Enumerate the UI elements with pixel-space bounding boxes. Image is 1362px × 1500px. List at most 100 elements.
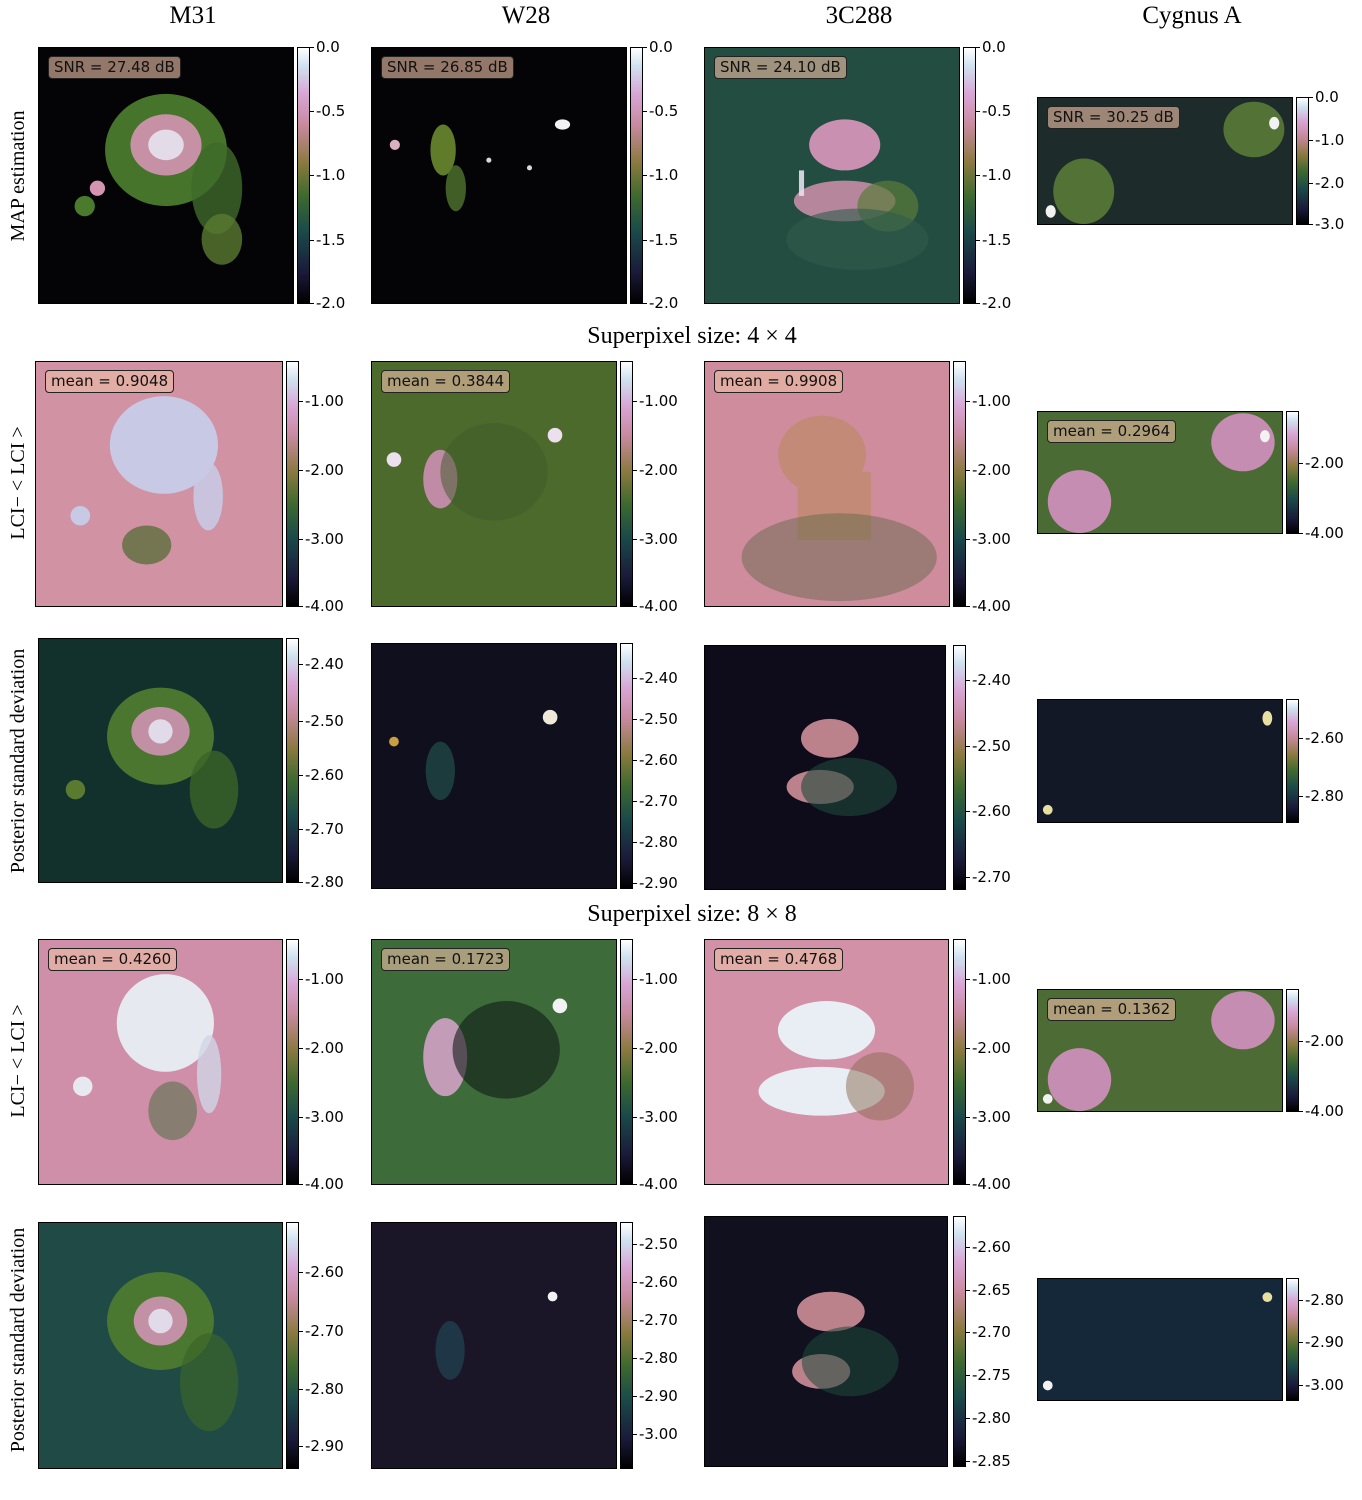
emission-region — [796, 1291, 865, 1332]
colorbar-tick — [298, 664, 303, 665]
emission-region — [445, 165, 466, 212]
colorbar-tick-label: -3.00 — [639, 1425, 678, 1443]
colorbar-tick — [298, 979, 303, 980]
emission-region — [435, 1321, 465, 1380]
colorbar-tick-label: -2.70 — [972, 868, 1011, 886]
colorbar-tick — [632, 1282, 637, 1283]
heatmap-image-std8-3c288 — [792, 1291, 899, 1397]
colorbar-tick-label: -2.50 — [972, 737, 1011, 755]
heatmap-image-map-w28 — [389, 119, 571, 212]
colorbar-tick — [965, 1290, 970, 1291]
row-label-std-4x4: Posterior standard deviation — [7, 648, 29, 874]
colorbar-tick-label: -1.0 — [316, 166, 346, 184]
colorbar-tick — [1298, 1300, 1303, 1301]
colorbar-tick-label: -2.90 — [639, 874, 678, 892]
colorbar-tick-label: -2.70 — [305, 1322, 344, 1340]
heatmap-panel-std4-cygnus-a — [1037, 699, 1283, 823]
colorbar-tick — [309, 47, 314, 48]
colorbar-tick-label: -4.00 — [972, 1175, 1011, 1193]
emission-region — [148, 1308, 173, 1334]
row-label-lci-8x8: LCI− < LCI > — [7, 1004, 29, 1118]
colorbar-tick-label: -2.90 — [639, 1387, 678, 1405]
emission-region — [547, 427, 563, 443]
colorbar-tick — [298, 721, 303, 722]
emission-region — [1211, 991, 1275, 1050]
heatmap-panel-std8-w28 — [371, 1222, 617, 1469]
colorbar-tick-label: -2.40 — [972, 671, 1011, 689]
emission-region — [389, 736, 399, 747]
heatmap-panel-std4-w28 — [371, 643, 617, 889]
colorbar-tick — [632, 979, 637, 980]
emission-region — [809, 119, 881, 171]
colorbar-tick-label: -1.00 — [305, 392, 344, 410]
colorbar-tick — [965, 811, 970, 812]
emission-region — [122, 525, 172, 565]
colorbar-tick — [632, 1184, 637, 1185]
colorbar-tick — [1298, 533, 1303, 534]
heatmap-image-lci4-3c288 — [741, 415, 937, 602]
emission-region — [1047, 1048, 1112, 1111]
colorbar-tick-label: -2.40 — [639, 669, 678, 687]
colorbar-tick — [975, 303, 980, 304]
row-label-map-estimation: MAP estimation — [7, 110, 29, 242]
heatmap-image-std8-w28 — [435, 1291, 558, 1380]
colorbar-tick-label: -2.00 — [305, 1039, 344, 1057]
colorbar-tick-label: -2.65 — [972, 1281, 1011, 1299]
colorbar-tick — [298, 539, 303, 540]
colorbar-tick — [965, 1117, 970, 1118]
colorbar-tick-label: -0.5 — [982, 102, 1012, 120]
colorbar-lci8-w28 — [620, 939, 633, 1185]
heatmap-panel-lci4-cygnus-a: mean = 0.2964 — [1037, 411, 1283, 534]
emission-region — [1053, 158, 1115, 224]
colorbar-tick — [642, 240, 647, 241]
heatmap-panel-lci8-3c288: mean = 0.4768 — [704, 939, 949, 1185]
emission-region — [797, 471, 871, 541]
colorbar-tick-label: -2.00 — [639, 461, 678, 479]
emission-region — [89, 180, 106, 196]
heatmap-image-lci8-3c288 — [758, 1001, 914, 1121]
colorbar-tick-label: 0.0 — [1315, 88, 1339, 106]
colorbar-tick — [298, 882, 303, 883]
heatmap-image-map-cygnus-a — [1045, 101, 1285, 224]
colorbar-tick-label: -2.80 — [972, 1409, 1011, 1427]
colorbar-tick — [309, 111, 314, 112]
colorbar-tick-label: -1.00 — [639, 392, 678, 410]
colorbar-tick — [298, 1446, 303, 1447]
colorbar-lci8-cygnus-a — [1286, 989, 1299, 1112]
emission-region — [109, 396, 219, 494]
colorbar-tick-label: -2.80 — [305, 873, 344, 891]
colorbar-tick-label: -2.0 — [649, 294, 679, 312]
colorbar-tick — [632, 719, 637, 720]
colorbar-tick — [965, 1418, 970, 1419]
colorbar-tick-label: 0.0 — [316, 38, 340, 56]
colorbar-tick-label: 0.0 — [649, 38, 673, 56]
colorbar-tick-label: -2.60 — [1305, 729, 1344, 747]
emission-region — [189, 750, 239, 829]
colorbar-tick-label: -1.0 — [649, 166, 679, 184]
colorbar-tick-label: -2.0 — [982, 294, 1012, 312]
heatmap-image-lci4-m31 — [70, 396, 223, 565]
colorbar-tick — [965, 1375, 970, 1376]
colorbar-tick — [965, 746, 970, 747]
colorbar-tick — [632, 801, 637, 802]
colorbar-tick-label: -1.00 — [972, 392, 1011, 410]
heatmap-image-lci4-cygnus-a — [1047, 413, 1275, 533]
colorbar-tick — [965, 1461, 970, 1462]
heatmap-image-std4-w28 — [389, 709, 558, 801]
colorbar-tick-label: -0.5 — [649, 102, 679, 120]
colorbar-tick — [298, 1184, 303, 1185]
emission-region — [1042, 804, 1053, 815]
colorbar-tick-label: -1.5 — [982, 231, 1012, 249]
heatmap-panel-map-m31: SNR = 27.48 dB — [38, 47, 294, 304]
emission-region — [801, 1326, 899, 1397]
section-title-superpixel-8x8: Superpixel size: 8 × 8 — [587, 901, 797, 927]
colorbar-tick-label: -2.50 — [305, 712, 344, 730]
colorbar-tick — [1298, 1111, 1303, 1112]
colorbar-tick — [309, 303, 314, 304]
metric-badge: mean = 0.9048 — [45, 370, 175, 393]
emission-region — [786, 208, 929, 270]
emission-region — [191, 142, 243, 235]
colorbar-tick-label: -1.0 — [1315, 131, 1345, 149]
colorbar-lci8-3c288 — [953, 939, 966, 1185]
heatmap-image-map-3c288 — [786, 119, 929, 270]
